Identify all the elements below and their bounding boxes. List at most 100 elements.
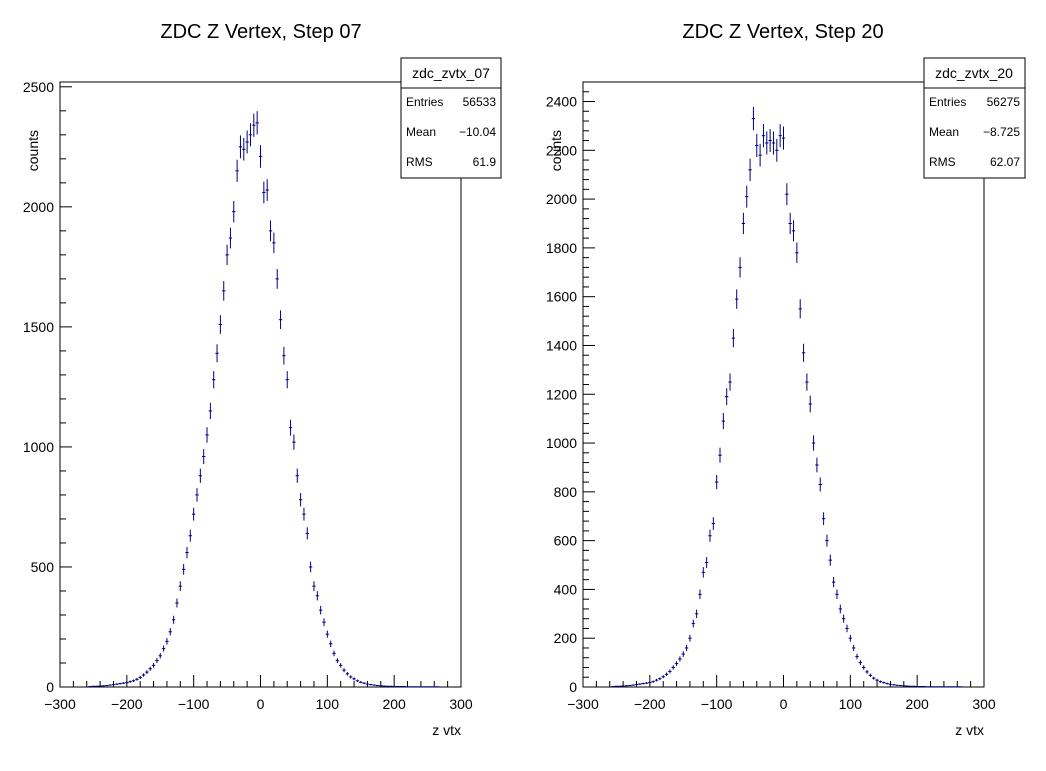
data-point [342, 668, 346, 673]
x-tick-label: 100 [839, 696, 863, 712]
y-tick-label: 1500 [23, 319, 54, 335]
data-point [208, 402, 213, 420]
data-point [108, 684, 112, 686]
data-point [151, 663, 156, 668]
data-point [148, 666, 152, 671]
y-tick-label: 200 [554, 630, 578, 646]
y-axis-label: counts [548, 130, 564, 171]
data-point [788, 212, 792, 235]
data-point [242, 137, 246, 161]
data-point [808, 395, 812, 413]
data-point [318, 605, 323, 615]
data-point [714, 475, 719, 490]
data-point [131, 679, 136, 682]
data-point [644, 682, 649, 685]
data-point [811, 435, 816, 451]
data-point [198, 468, 203, 483]
data-point [658, 677, 662, 681]
data-point [202, 449, 206, 464]
y-tick-label: 400 [554, 581, 578, 597]
data-point [265, 179, 269, 201]
data-point [755, 133, 759, 157]
x-axis-label: z vtx [955, 722, 984, 738]
data-point [868, 673, 873, 677]
stats-box-frame [923, 57, 1026, 179]
data-point [191, 507, 196, 521]
data-point [841, 614, 846, 623]
data-point [258, 145, 263, 168]
data-point [795, 242, 799, 264]
data-point [718, 447, 722, 463]
data-point [641, 682, 645, 685]
data-point [704, 557, 709, 569]
data-point [352, 677, 356, 681]
data-point [235, 159, 239, 182]
data-point [872, 676, 876, 680]
stats-box: zdc_zvtx_07 Entries 56533 Mean −10.04 RM… [400, 57, 502, 179]
data-point [778, 124, 782, 148]
data-point [138, 675, 142, 679]
chart-title: ZDC Z Vertex, Step 07 [160, 21, 361, 43]
data-point [212, 371, 216, 389]
data-point [748, 158, 752, 182]
data-point [225, 244, 229, 266]
data-point [825, 534, 829, 547]
data-point [402, 686, 406, 688]
data-point [611, 686, 615, 688]
stats-mean-label: Mean [929, 125, 959, 139]
data-point [688, 634, 692, 642]
data-point [205, 427, 209, 443]
data-point [171, 615, 176, 624]
data-point [758, 143, 762, 167]
x-axis: −300 −200 −100 0 100 200 300 [567, 675, 996, 712]
data-point [262, 181, 266, 204]
x-tick-label: −300 [567, 696, 599, 712]
data-point [335, 658, 340, 664]
data-point [161, 645, 166, 652]
histogram-panel-step-20: ZDC Z Vertex, Step 20 −300 −200 −100 0 100 20… [546, 21, 1026, 738]
data-point [218, 315, 223, 334]
y-tick-label: 1200 [546, 386, 577, 402]
y-tick-label: 500 [31, 559, 55, 575]
x-tick-label: 200 [382, 696, 406, 712]
data-point [691, 619, 695, 628]
data-point [298, 493, 303, 507]
data-point [135, 677, 139, 681]
data-point [684, 644, 689, 652]
y-tick-label: 800 [554, 484, 578, 500]
stats-entries-value: 56533 [463, 95, 497, 109]
data-point [379, 685, 383, 687]
data-point [628, 684, 632, 687]
data-point [664, 672, 669, 677]
data-point [771, 131, 776, 155]
data-point [791, 220, 796, 242]
stats-rms-label: RMS [406, 155, 433, 169]
stats-rms-value: 61.9 [473, 155, 497, 169]
data-point [845, 624, 849, 633]
x-tick-label: 300 [449, 696, 473, 712]
data-point [245, 130, 249, 154]
data-point [681, 651, 685, 657]
data-point [708, 529, 712, 542]
data-point [282, 346, 286, 365]
x-axis-label: z vtx [432, 722, 461, 738]
data-point [268, 220, 273, 242]
stats-entries-label: Entries [929, 95, 966, 109]
x-tick-label: −100 [178, 696, 210, 712]
data-point [848, 634, 853, 642]
data-point [302, 507, 306, 521]
data-point [238, 135, 243, 159]
stats-rms-label: RMS [929, 155, 956, 169]
data-point [671, 665, 675, 670]
data-point [862, 665, 866, 670]
data-point [339, 663, 343, 668]
stats-histogram-name: zdc_zvtx_20 [935, 65, 1013, 81]
data-point [738, 257, 742, 278]
data-point [721, 413, 726, 430]
y-tick-label: 1400 [546, 337, 577, 353]
x-tick-label: −100 [701, 696, 733, 712]
y-tick-label: 2500 [23, 79, 54, 95]
data-point [751, 106, 756, 131]
data-point [922, 686, 926, 688]
